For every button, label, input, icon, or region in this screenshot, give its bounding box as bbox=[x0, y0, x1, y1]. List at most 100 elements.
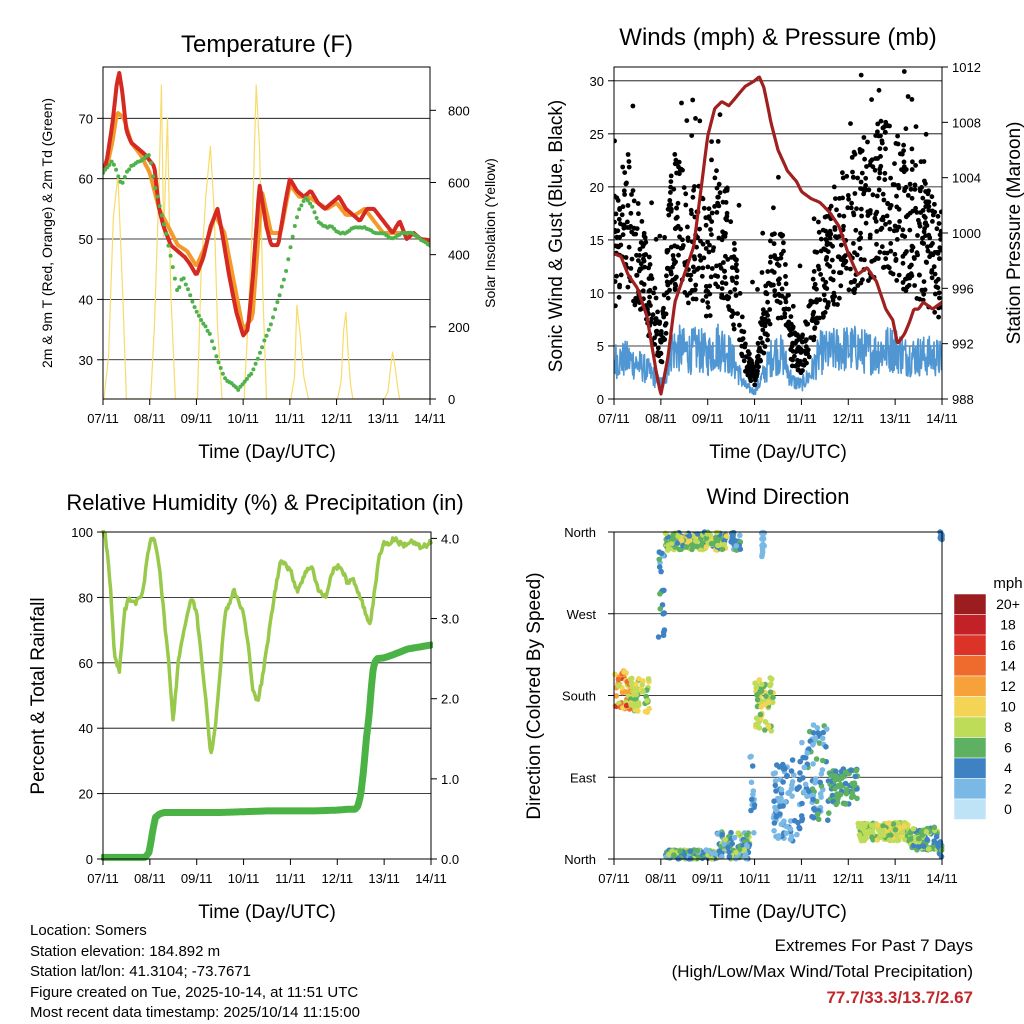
gust-point bbox=[806, 303, 812, 309]
wind-direction-point bbox=[689, 542, 696, 548]
wind-direction-point bbox=[923, 828, 930, 835]
wind-direction-point bbox=[671, 852, 677, 858]
wind-direction-xlabel: Time (Day/UTC) bbox=[709, 902, 847, 923]
wind-direction-point bbox=[814, 725, 821, 731]
gust-point bbox=[811, 309, 817, 315]
gust-point bbox=[893, 258, 899, 263]
gust-point bbox=[765, 337, 770, 343]
gust-point bbox=[722, 274, 728, 280]
gust-point bbox=[937, 295, 942, 301]
gust-point bbox=[664, 273, 669, 279]
gust-point bbox=[825, 249, 831, 255]
gust-point bbox=[712, 204, 717, 209]
colorbar-swatch bbox=[953, 614, 987, 636]
gust-point bbox=[904, 249, 909, 254]
y-tick-label: East bbox=[570, 770, 596, 785]
gust-point bbox=[894, 193, 899, 199]
x-tick-label: 08/11 bbox=[645, 871, 677, 886]
dewpoint-point bbox=[175, 288, 180, 292]
gust-point bbox=[918, 159, 924, 165]
gust-point bbox=[741, 358, 747, 364]
wind-direction-point bbox=[893, 832, 900, 839]
gust-point bbox=[887, 219, 892, 225]
gust-point bbox=[903, 288, 909, 293]
gust-point bbox=[638, 240, 644, 246]
gust-point bbox=[917, 186, 923, 192]
y2-tick-label: 988 bbox=[952, 392, 974, 407]
gust-point bbox=[688, 277, 693, 283]
wind-direction-point bbox=[721, 841, 727, 847]
wind-direction-point bbox=[783, 823, 790, 830]
gust-point bbox=[693, 116, 698, 121]
gust-point bbox=[814, 299, 819, 305]
gust-point bbox=[758, 335, 763, 341]
gust-point bbox=[667, 287, 672, 293]
wind-direction-point bbox=[762, 727, 768, 733]
gust-point bbox=[677, 234, 682, 240]
wind-direction-point bbox=[919, 832, 925, 838]
wind-direction-point bbox=[892, 826, 899, 833]
gust-point bbox=[617, 284, 622, 290]
gust-point bbox=[888, 248, 894, 254]
wind-direction-point bbox=[901, 823, 908, 829]
colorbar-label: 0 bbox=[1004, 801, 1012, 817]
gust-point bbox=[689, 133, 695, 139]
wind-direction-point bbox=[907, 830, 914, 836]
gust-point bbox=[715, 200, 720, 206]
gust-point bbox=[884, 213, 890, 219]
gust-point bbox=[614, 219, 617, 225]
wind-direction-point bbox=[851, 780, 858, 786]
gust-point bbox=[694, 267, 700, 272]
gust-point bbox=[834, 234, 840, 240]
colorbar-swatch bbox=[953, 798, 987, 820]
wind-direction-point bbox=[849, 790, 856, 796]
gust-point bbox=[885, 200, 891, 206]
y-tick-label: South bbox=[562, 689, 596, 704]
wind-direction-point bbox=[848, 767, 854, 773]
gust-point bbox=[707, 216, 712, 222]
y-tick-label: 15 bbox=[590, 233, 604, 248]
gust-point bbox=[792, 353, 797, 359]
gust-point bbox=[767, 259, 773, 265]
gust-point bbox=[932, 250, 938, 255]
gust-point bbox=[913, 124, 919, 129]
wind-direction-point bbox=[750, 791, 756, 798]
wind-direction-point bbox=[749, 796, 755, 803]
gust-point bbox=[676, 164, 681, 170]
dewpoint-point bbox=[255, 356, 260, 361]
gust-point bbox=[662, 322, 668, 328]
wind-direction-point bbox=[885, 820, 892, 826]
wind-direction-point bbox=[815, 811, 821, 817]
x-tick-label: 13/11 bbox=[367, 411, 399, 426]
gust-point bbox=[895, 141, 901, 147]
wind-direction-point bbox=[933, 833, 940, 840]
wind-direction-point bbox=[612, 671, 618, 678]
temperature-series bbox=[103, 71, 430, 399]
gust-point bbox=[720, 199, 726, 205]
gust-point bbox=[801, 362, 807, 368]
gust-point bbox=[692, 184, 697, 189]
y-tick-label: 50 bbox=[79, 232, 93, 247]
gust-point bbox=[668, 244, 674, 250]
gust-point bbox=[849, 155, 855, 160]
gust-point bbox=[690, 97, 696, 103]
gust-point bbox=[677, 171, 682, 177]
gust-point bbox=[670, 253, 676, 258]
gust-point bbox=[722, 268, 727, 274]
wind-direction-point bbox=[784, 772, 790, 779]
dewpoint-point bbox=[288, 245, 293, 250]
dewpoint-point bbox=[164, 231, 169, 236]
gust-point bbox=[786, 326, 792, 331]
gust-point bbox=[719, 280, 725, 286]
gust-point bbox=[651, 290, 656, 296]
wind-direction-point bbox=[656, 556, 662, 563]
gust-point bbox=[877, 146, 883, 152]
gust-point bbox=[638, 307, 643, 312]
gust-point bbox=[703, 284, 709, 289]
wind-direction-point bbox=[767, 675, 773, 681]
colorbar-label: 4 bbox=[1004, 760, 1012, 776]
gust-point bbox=[875, 156, 880, 161]
wind-direction-point bbox=[645, 676, 652, 682]
gust-point bbox=[655, 345, 661, 351]
gust-point bbox=[700, 241, 706, 247]
